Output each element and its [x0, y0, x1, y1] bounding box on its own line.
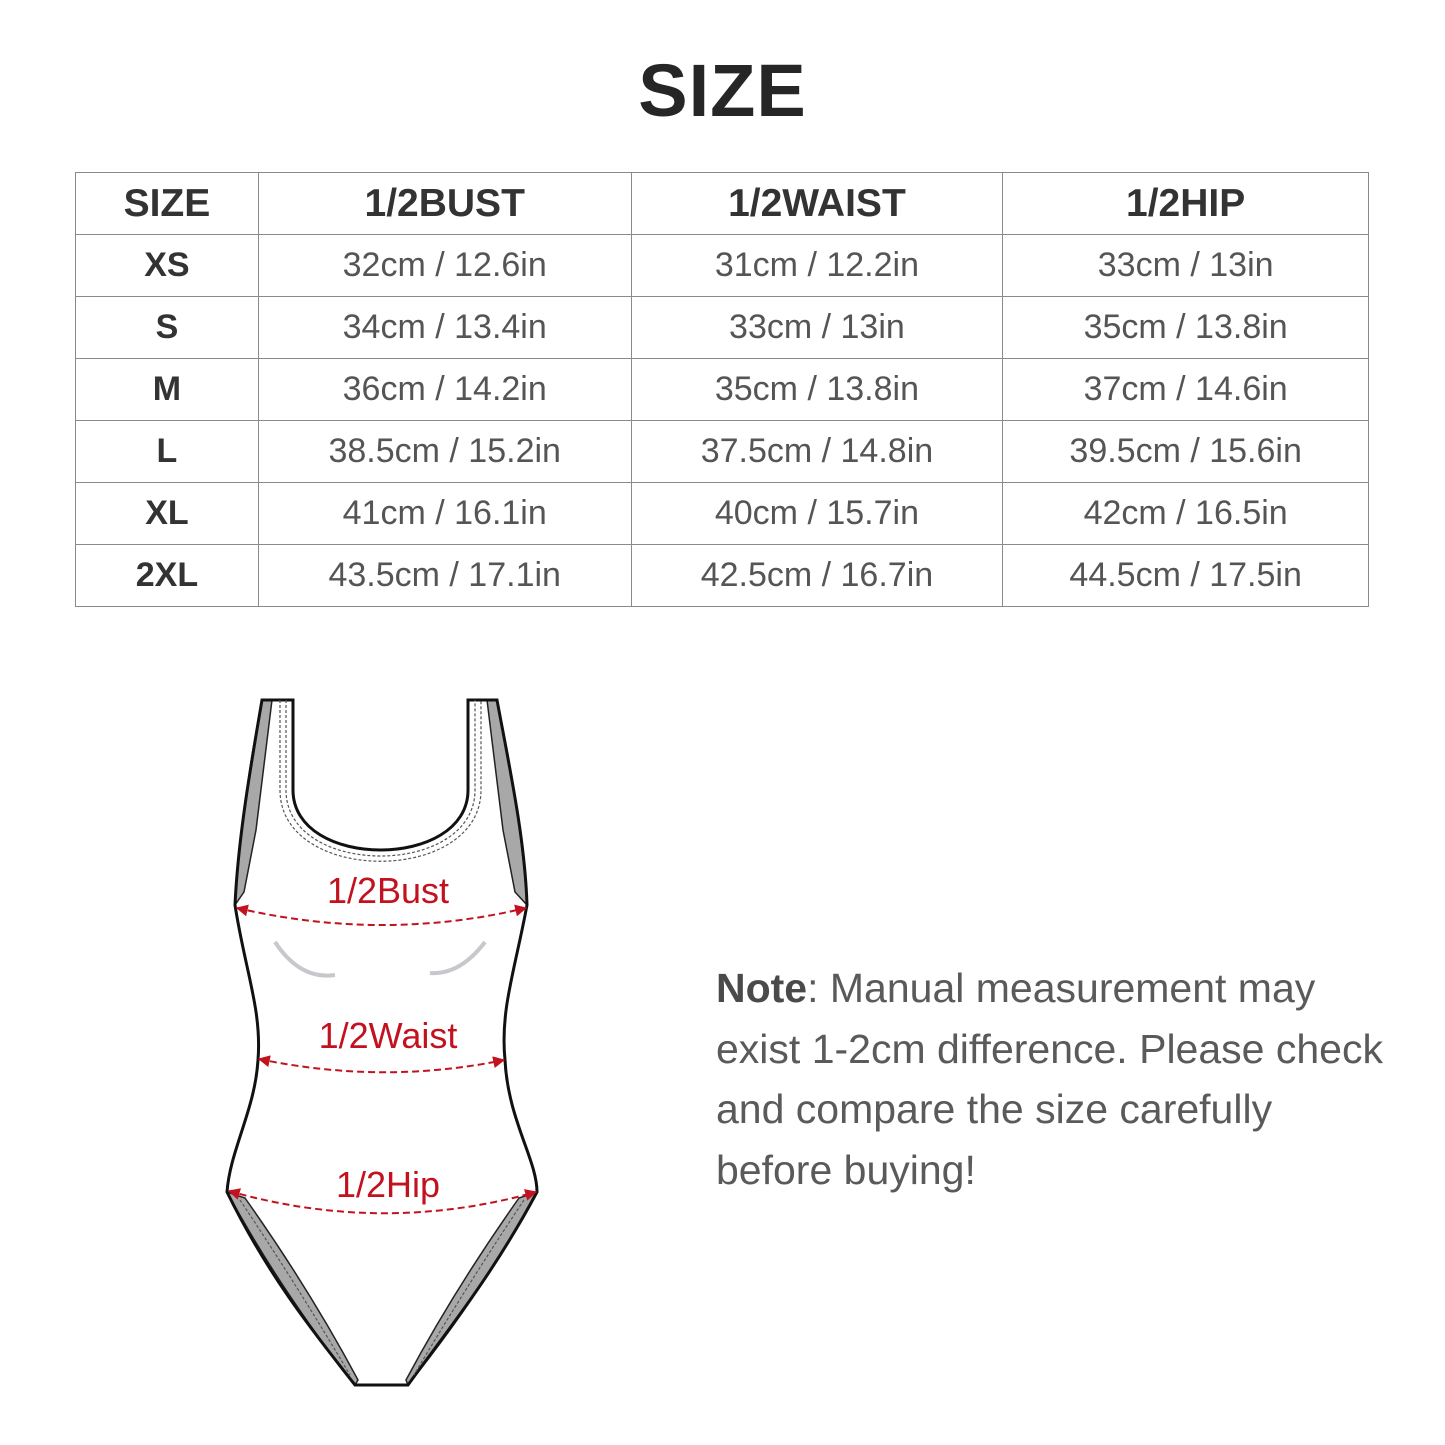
bust-cell: 36cm / 14.2in [257, 358, 632, 421]
waist-cell: 33cm / 13in [630, 296, 1004, 359]
waist-label: 1/2Waist [318, 1015, 458, 1056]
hip-cell: 37cm / 14.6in [1002, 358, 1369, 421]
bust-cell: 38.5cm / 15.2in [257, 420, 632, 483]
left-leg-panel [225, 1190, 359, 1387]
table-row: L 38.5cm / 15.2in 37.5cm / 14.8in 39.5cm / … [75, 420, 1369, 483]
size-table: SIZE 1/2BUST 1/2WAIST 1/2HIP XS 32cm / 12… [75, 172, 1369, 607]
size-cell: M [75, 358, 259, 421]
waist-cell: 37.5cm / 14.8in [630, 420, 1004, 483]
header-size: SIZE [75, 172, 259, 235]
hip-cell: 42cm / 16.5in [1002, 482, 1369, 545]
waist-arrow [257, 1055, 506, 1074]
waist-cell: 42.5cm / 16.7in [630, 544, 1004, 607]
header-bust: 1/2BUST [257, 172, 632, 235]
bust-cell: 32cm / 12.6in [257, 234, 632, 297]
waist-cell: 40cm / 15.7in [630, 482, 1004, 545]
bust-cell: 34cm / 13.4in [257, 296, 632, 359]
body-outline [225, 698, 539, 1387]
table-header-row: SIZE 1/2BUST 1/2WAIST 1/2HIP [75, 172, 1369, 235]
table-row: XS 32cm / 12.6in 31cm / 12.2in 33cm / 13in [75, 234, 1369, 297]
bust-cell: 43.5cm / 17.1in [257, 544, 632, 607]
bust-cell: 41cm / 16.1in [257, 482, 632, 545]
waist-cell: 35cm / 13.8in [630, 358, 1004, 421]
hip-cell: 44.5cm / 17.5in [1002, 544, 1369, 607]
bust-label: 1/2Bust [326, 870, 450, 911]
page-title: SIZE [638, 49, 807, 132]
measurement-note: Note: Manual measurement may exist 1-2cm… [716, 958, 1396, 1200]
bust-arrow [235, 904, 528, 926]
right-leg-panel [405, 1190, 539, 1387]
header-hip: 1/2HIP [1002, 172, 1369, 235]
size-cell: 2XL [75, 544, 259, 607]
hip-cell: 35cm / 13.8in [1002, 296, 1369, 359]
note-text: : Manual measurement may exist 1-2cm dif… [716, 965, 1383, 1193]
swimsuit-diagram [200, 680, 560, 1400]
size-cell: L [75, 420, 259, 483]
note-label: Note [716, 965, 808, 1011]
hip-cell: 33cm / 13in [1002, 234, 1369, 297]
hip-label: 1/2Hip [335, 1164, 441, 1205]
table-row: XL 41cm / 16.1in 40cm / 15.7in 42cm / 16.5i… [75, 482, 1369, 545]
waist-cell: 31cm / 12.2in [630, 234, 1004, 297]
size-cell: XL [75, 482, 259, 545]
header-waist: 1/2WAIST [630, 172, 1004, 235]
hip-cell: 39.5cm / 15.6in [1002, 420, 1369, 483]
hip-arrow [227, 1188, 538, 1215]
table-row: S 34cm / 13.4in 33cm / 13in 35cm / 13.8in [75, 296, 1369, 359]
size-cell: S [75, 296, 259, 359]
table-row: 2XL 43.5cm / 17.1in 42.5cm / 16.7in 44.5cm … [75, 544, 1369, 607]
size-cell: XS [75, 234, 259, 297]
swimsuit-illustration [225, 698, 539, 1387]
table-row: M 36cm / 14.2in 35cm / 13.8in 37cm / 14.6in [75, 358, 1369, 421]
